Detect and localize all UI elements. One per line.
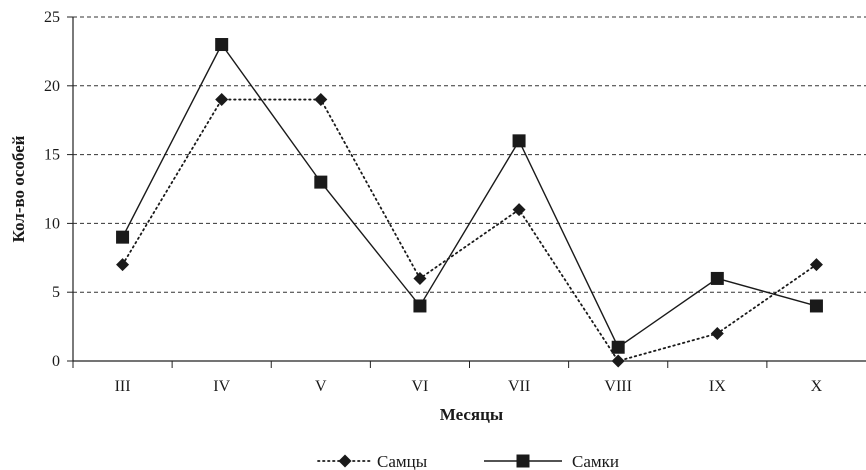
data-point [809,299,823,313]
y-tick-label: 20 [44,78,60,95]
y-tick-label: 0 [52,353,60,370]
y-tick-label: 10 [44,215,60,232]
data-point [116,230,130,244]
x-tick-label: IX [709,378,726,395]
legend-marker [338,454,352,468]
y-tick-label: 15 [44,147,60,164]
data-point [512,134,526,148]
data-point [116,258,130,272]
series-line [121,43,817,349]
series-square [116,38,823,354]
x-axis-title: Месяцы [440,405,503,424]
y-tick-label: 25 [44,9,60,26]
legend-marker [516,454,530,468]
legend: Самцы Самки [317,452,619,470]
legend-item: Самки [484,452,619,470]
data-point [413,271,427,285]
series-group [116,38,823,368]
data-point [413,299,427,313]
data-point [710,326,724,340]
data-point [809,258,823,272]
series-line [121,98,818,363]
legend-item: Самцы [317,452,428,470]
y-axis-title: Кол-во особей [9,135,28,242]
data-point [512,203,526,217]
data-point [215,38,229,52]
data-point [611,354,625,368]
series-diamond [116,93,823,368]
x-tick-label: VIII [604,378,632,395]
x-tick-label: III [115,378,131,395]
data-point [215,93,229,107]
axes: 0 5 10 15 20 25 III IV V VI VII VIII IX X [44,9,866,395]
legend-label: Самки [572,452,619,470]
x-tick-label: VII [508,378,530,395]
x-tick-label: V [315,378,327,395]
grid-lines [73,16,866,293]
legend-label: Самцы [377,452,428,470]
data-point [611,340,625,354]
x-tick-label: VI [411,378,428,395]
x-tick-label: IV [213,378,230,395]
data-point [710,271,724,285]
data-point [314,175,328,189]
x-tick-label: X [811,378,823,395]
y-tick-label: 5 [52,284,60,301]
data-point [314,93,328,107]
